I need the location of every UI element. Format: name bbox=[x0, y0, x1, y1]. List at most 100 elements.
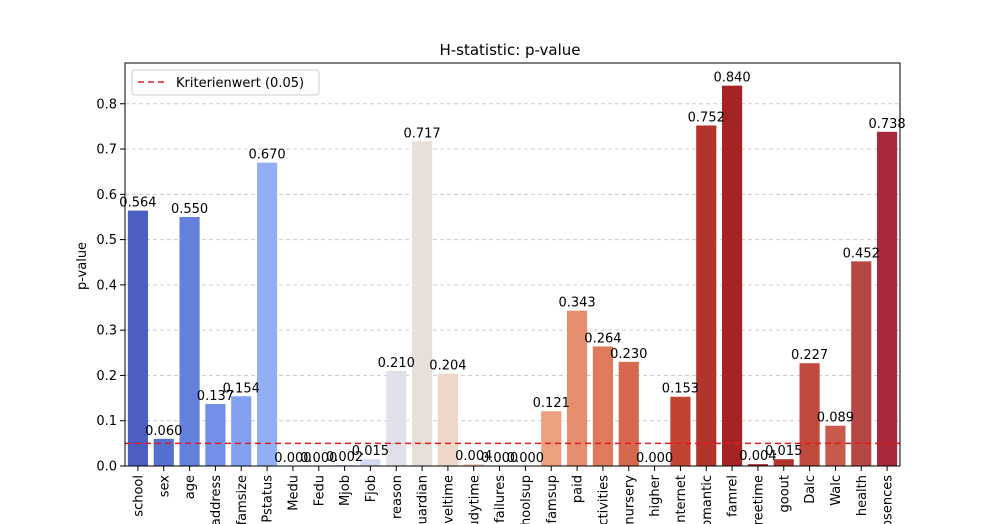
legend: Kriterienwert (0.05) bbox=[131, 69, 320, 96]
bar-value-label: 0.000 bbox=[481, 451, 518, 466]
bar-value-label: 0.210 bbox=[378, 356, 415, 371]
bar-value-label: 0.452 bbox=[843, 246, 880, 261]
bar-value-label: 0.343 bbox=[558, 296, 595, 311]
bar-value-label: 0.000 bbox=[274, 451, 311, 466]
bar-Dalc bbox=[799, 363, 820, 466]
bar-value-label: 0.004 bbox=[739, 449, 776, 464]
bar-famrel bbox=[722, 85, 743, 467]
bar-value-label: 0.717 bbox=[403, 126, 440, 141]
bar-value-label: 0.121 bbox=[533, 396, 570, 411]
y-tick-label: 0.7 bbox=[96, 143, 117, 158]
bar-value-label: 0.738 bbox=[868, 117, 905, 132]
bar-value-label: 0.670 bbox=[248, 148, 285, 163]
bar-value-label: 0.204 bbox=[429, 359, 466, 374]
x-tick-label: Dalc bbox=[803, 475, 818, 504]
x-tick-label: famrel bbox=[726, 475, 741, 517]
x-tick-label: nursery bbox=[622, 475, 637, 524]
bar-age bbox=[179, 216, 200, 466]
x-tick-label: health bbox=[855, 475, 870, 516]
bar-value-label: 0.752 bbox=[688, 110, 725, 125]
y-axis-ticks: 0.0 0.1 0.2 0.3 0.4 0.5 0.6 0.7 0.8 bbox=[96, 97, 125, 475]
bar-value-label: 0.000 bbox=[636, 451, 673, 466]
x-tick-label: guardian bbox=[416, 475, 431, 524]
x-tick-label: Medu bbox=[286, 475, 301, 511]
x-tick-label: paid bbox=[571, 475, 586, 503]
bar-nursery bbox=[618, 361, 639, 466]
bar-value-label: 0.564 bbox=[119, 196, 156, 211]
y-tick-label: 0.8 bbox=[96, 97, 117, 112]
bar-guardian bbox=[412, 141, 433, 467]
y-tick-label: 0.2 bbox=[96, 369, 117, 384]
x-tick-label: failures bbox=[493, 475, 508, 523]
legend-box bbox=[131, 69, 320, 96]
bar-value-label: 0.015 bbox=[765, 444, 802, 459]
bars bbox=[127, 85, 898, 467]
bar-value-label: 0.015 bbox=[352, 444, 389, 459]
bar-school bbox=[127, 210, 148, 466]
x-axis-ticks: school sex age address famsize Pstatus Medu Fed… bbox=[131, 466, 896, 524]
bar-address bbox=[205, 403, 226, 466]
y-tick-label: 0.5 bbox=[96, 233, 117, 248]
x-tick-label: school bbox=[131, 475, 146, 517]
bar-internet bbox=[670, 396, 691, 466]
legend-label: Kriterienwert (0.05) bbox=[176, 76, 304, 91]
bar-goout bbox=[773, 459, 794, 466]
x-tick-label: Pstatus bbox=[261, 475, 276, 523]
bar-absences bbox=[877, 131, 898, 466]
y-tick-label: 0.0 bbox=[96, 460, 117, 475]
bar-activities bbox=[592, 346, 613, 466]
x-tick-label: activities bbox=[596, 475, 611, 524]
x-tick-label: schoolsup bbox=[519, 475, 534, 524]
bar-value-label: 0.000 bbox=[507, 451, 544, 466]
bar-health bbox=[851, 261, 872, 466]
bar-labels: 0.5640.0600.5500.1370.1540.6700.0000.000… bbox=[119, 71, 905, 466]
x-tick-label: goout bbox=[777, 475, 792, 513]
bar-value-label: 0.089 bbox=[817, 411, 854, 426]
bar-value-label: 0.002 bbox=[326, 450, 363, 465]
bar-value-label: 0.060 bbox=[145, 424, 182, 439]
bar-freetime bbox=[747, 464, 768, 466]
x-tick-label: Fedu bbox=[312, 475, 327, 506]
bar-famsize bbox=[231, 396, 252, 466]
x-tick-label: internet bbox=[674, 475, 689, 524]
x-tick-label: Mjob bbox=[338, 475, 353, 506]
bar-Pstatus bbox=[257, 162, 278, 466]
x-tick-label: famsize bbox=[235, 475, 250, 524]
gridlines bbox=[125, 103, 900, 467]
x-tick-label: age bbox=[183, 475, 198, 499]
bar-sex bbox=[153, 438, 174, 466]
x-tick-label: freetime bbox=[751, 475, 766, 524]
x-tick-label: sex bbox=[157, 475, 172, 498]
bar-Fjob bbox=[360, 459, 381, 466]
bar-Walc bbox=[825, 425, 846, 466]
bar-value-label: 0.227 bbox=[791, 348, 828, 363]
bar-value-label: 0.004 bbox=[455, 449, 492, 464]
x-tick-label: famsup bbox=[545, 475, 560, 523]
bar-value-label: 0.154 bbox=[223, 381, 260, 396]
y-axis-label: p-value bbox=[75, 242, 90, 290]
chart-title: H-statistic: p-value bbox=[439, 41, 580, 59]
y-tick-label: 0.4 bbox=[96, 278, 117, 293]
plot-frame bbox=[124, 62, 901, 467]
bar-value-label: 0.550 bbox=[171, 202, 208, 217]
bar-traveltime bbox=[437, 373, 458, 466]
y-tick-label: 0.3 bbox=[96, 324, 117, 339]
y-tick-label: 0.1 bbox=[96, 414, 117, 429]
x-tick-label: Walc bbox=[829, 475, 844, 506]
bar-paid bbox=[567, 310, 588, 466]
x-tick-label: studytime bbox=[467, 475, 482, 524]
bar-value-label: 0.137 bbox=[197, 389, 234, 404]
x-tick-label: Fjob bbox=[364, 475, 379, 502]
bar-value-label: 0.000 bbox=[300, 451, 337, 466]
bar-value-label: 0.840 bbox=[713, 71, 750, 86]
bar-famsup bbox=[541, 411, 562, 466]
x-tick-label: address bbox=[209, 475, 224, 524]
x-tick-label: romantic bbox=[700, 475, 715, 524]
bar-value-label: 0.230 bbox=[610, 347, 647, 362]
bar-value-label: 0.264 bbox=[584, 331, 621, 346]
bar-studytime bbox=[463, 464, 484, 466]
x-tick-label: traveltime bbox=[441, 475, 456, 524]
x-tick-label: reason bbox=[390, 475, 405, 519]
bar-romantic bbox=[696, 125, 717, 466]
